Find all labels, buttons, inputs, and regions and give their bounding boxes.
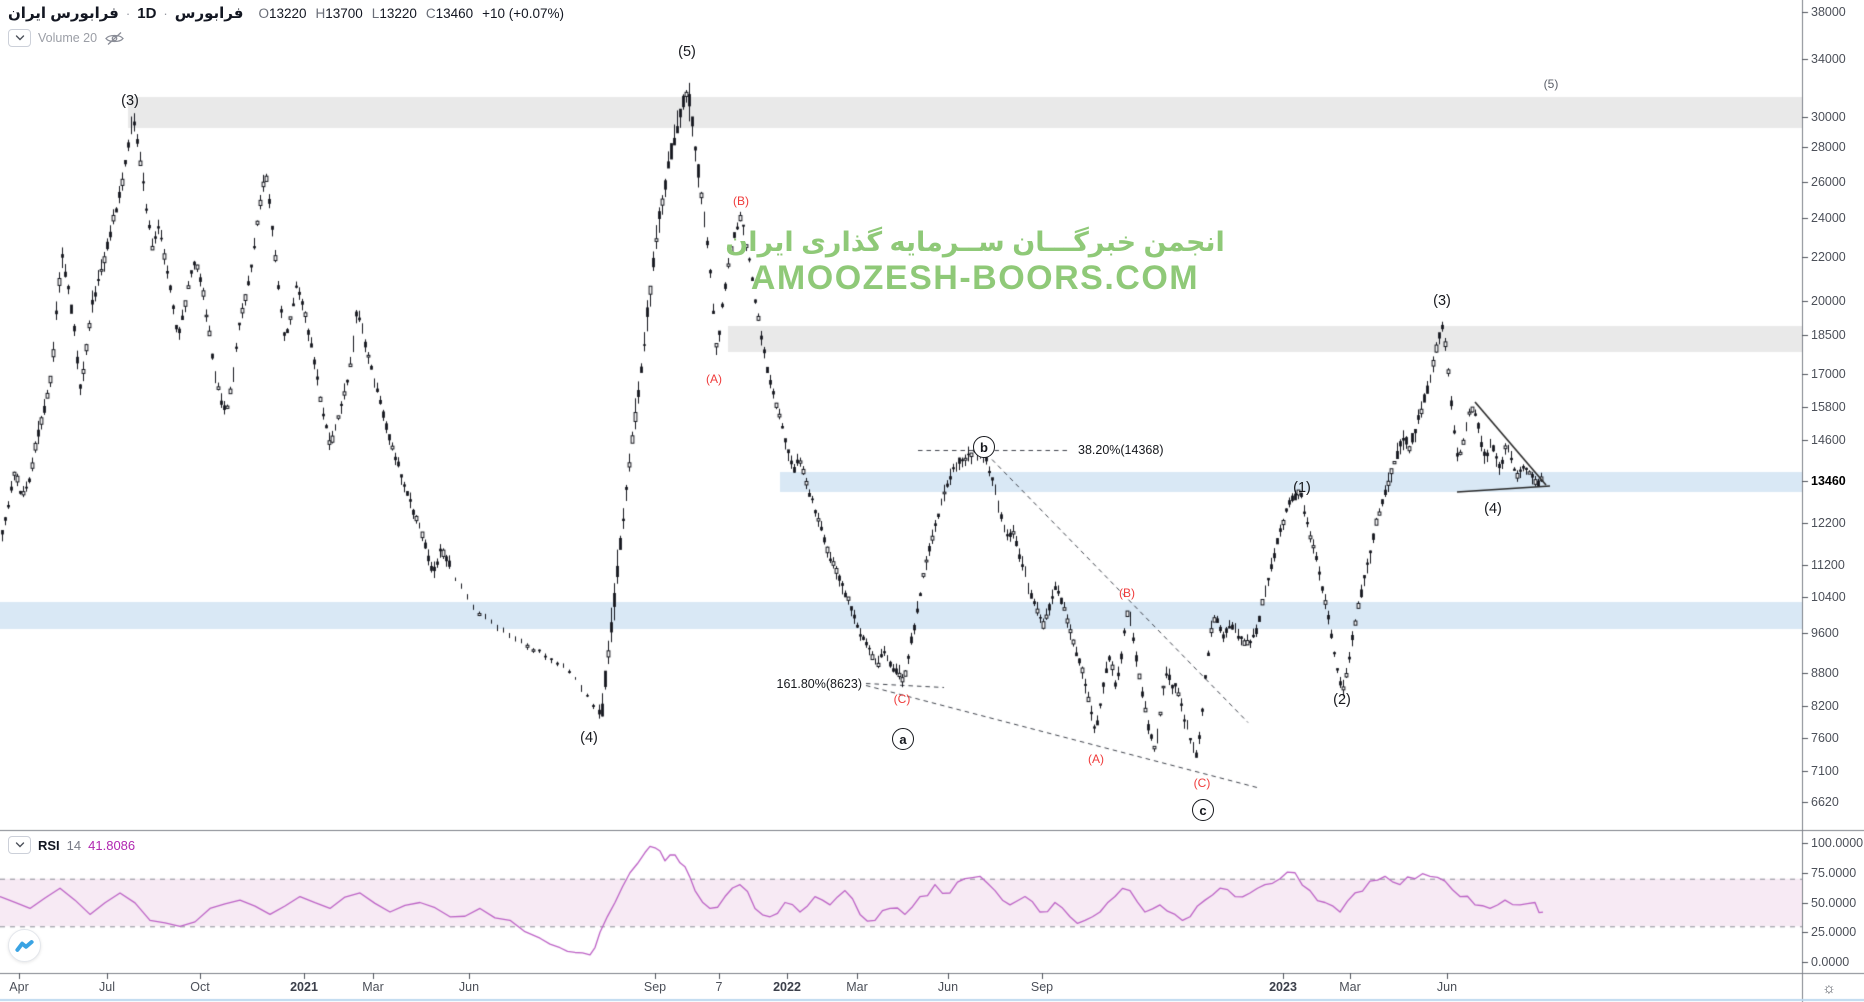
open-key: O — [258, 5, 269, 21]
ohlc-values: O13220 H13700 L13220 C13460 — [258, 6, 473, 21]
gear-icon: ☼ — [1822, 979, 1836, 997]
exchange-title[interactable]: فرابورس ایران — [8, 5, 119, 22]
rsi-value: 41.8086 — [88, 837, 136, 853]
close-value: 13460 — [435, 5, 474, 21]
chart-logo-button[interactable] — [8, 929, 41, 962]
low-key: L — [371, 5, 380, 21]
rsi-legend: RSI 14 41.8086 — [8, 836, 135, 854]
chevron-down-icon — [15, 842, 24, 848]
separator-dot: · — [163, 5, 168, 21]
price-axis[interactable] — [1802, 0, 1864, 973]
close-key: C — [425, 5, 436, 21]
volume-dropdown-button[interactable] — [8, 29, 31, 47]
rsi-dropdown-button[interactable] — [8, 836, 31, 854]
symbol-name[interactable]: فرابورس — [174, 5, 244, 22]
rsi-name[interactable]: RSI — [38, 837, 60, 853]
axis-settings-button[interactable]: ☼ — [1814, 977, 1844, 999]
separator-dot: · — [125, 5, 131, 21]
mountain-chart-logo-icon — [15, 939, 34, 952]
timeframe-label[interactable]: 1D — [137, 4, 157, 22]
low-value: 13220 — [379, 5, 417, 21]
price-change: +10 (+0.07%) — [482, 5, 564, 21]
open-value: 13220 — [268, 5, 307, 21]
symbol-legend[interactable]: فرابورس ایران · 1D · فرابورس O13220 H137… — [8, 4, 564, 23]
high-value: 13700 — [325, 5, 363, 21]
time-axis[interactable] — [0, 973, 1802, 1002]
volume-legend: Volume 20 — [8, 29, 125, 47]
high-key: H — [315, 5, 326, 21]
rsi-period: 14 — [66, 837, 82, 853]
volume-label[interactable]: Volume 20 — [38, 31, 98, 45]
chevron-down-icon — [15, 35, 24, 41]
eye-hidden-icon[interactable] — [104, 31, 125, 46]
